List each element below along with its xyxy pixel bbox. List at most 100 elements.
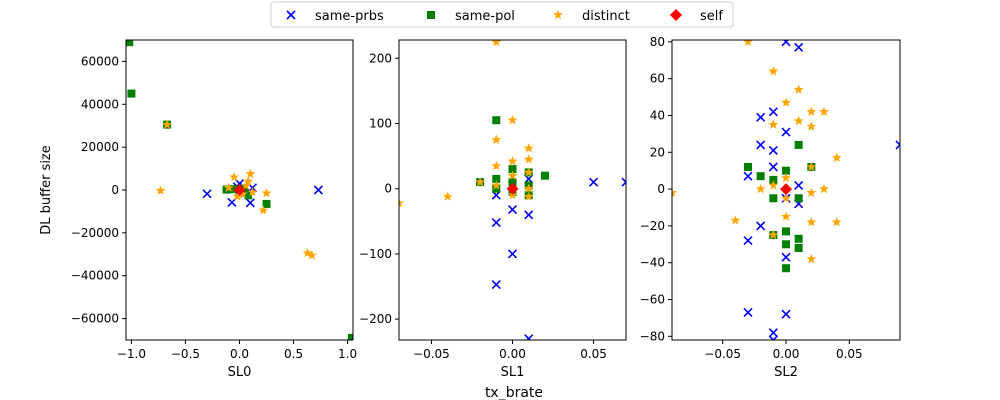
legend-marker-self: [670, 9, 682, 21]
point-same-prbs: [245, 198, 255, 208]
subplot-sl0: −1.0 −0.5 0.0 0.5 1.0 −60000 −40000 −20000 0 2000…: [39, 39, 357, 380]
point-same-prbs: [756, 112, 766, 122]
point-distinct: [768, 66, 779, 76]
point-same-prbs: [768, 162, 778, 172]
x-tick-label: 0.05: [580, 347, 607, 361]
point-same-pol: [540, 171, 549, 180]
point-same-prbs: [507, 249, 518, 259]
point-same-pol: [508, 178, 517, 187]
point-same-pol: [230, 185, 239, 194]
point-distinct: [806, 253, 817, 264]
point-distinct: [475, 176, 486, 187]
point-distinct: [831, 152, 842, 162]
point-distinct: [223, 182, 234, 193]
point-distinct: [806, 121, 817, 131]
point-same-prbs: [743, 236, 753, 246]
y-tick-label: 100: [369, 116, 392, 130]
point-distinct: [232, 191, 243, 201]
point-same-pol: [769, 175, 778, 184]
y-tick-label: −40000: [71, 269, 119, 283]
point-same-prbs: [768, 335, 778, 340]
shared-x-axis-label: tx_brate: [485, 385, 543, 400]
point-distinct: [730, 215, 741, 225]
point-distinct: [237, 189, 248, 199]
point-distinct: [768, 119, 779, 129]
data-points: [672, 40, 900, 340]
point-distinct: [806, 161, 817, 172]
point-same-prbs: [756, 221, 766, 231]
y-tick-label: 0: [657, 182, 665, 196]
point-self: [506, 182, 519, 195]
point-same-prbs: [621, 177, 626, 187]
point-distinct: [793, 84, 804, 94]
point-same-pol: [492, 174, 501, 183]
point-distinct: [442, 191, 453, 201]
point-same-prbs: [313, 185, 323, 195]
y-tick-label: −80: [640, 329, 665, 343]
x-axis-label-sl2: SL2: [774, 365, 798, 380]
y-tick-label: −60: [640, 293, 665, 307]
point-distinct: [768, 180, 779, 190]
point-same-pol: [492, 116, 501, 125]
point-same-prbs: [524, 334, 534, 340]
point-same-pol: [244, 191, 253, 200]
point-distinct: [672, 187, 677, 197]
point-same-prbs: [781, 127, 791, 137]
point-distinct: [491, 160, 502, 171]
point-same-pol: [126, 40, 134, 47]
point-same-prbs: [524, 210, 534, 220]
point-same-pol: [782, 227, 790, 236]
point-same-prbs: [781, 40, 791, 47]
point-same-prbs: [589, 177, 599, 187]
x-tick-label: 0.0: [230, 347, 249, 361]
legend-marker-same-pol: [427, 11, 435, 19]
point-same-pol: [794, 243, 803, 252]
x-tick-label: 0.05: [836, 347, 863, 361]
point-same-pol: [347, 333, 353, 340]
point-distinct: [155, 185, 166, 195]
legend-label-same-prbs: same-prbs: [315, 9, 384, 24]
point-same-pol: [756, 172, 765, 181]
point-distinct: [491, 134, 502, 144]
point-same-prbs: [781, 252, 791, 262]
point-same-prbs: [491, 279, 501, 290]
point-same-pol: [794, 194, 803, 203]
point-distinct: [507, 115, 518, 125]
subplot-sl2: −0.05 0.00 0.05 −80 −60 −40 −20 0 20 40 60 80 SL2: [640, 35, 901, 380]
y-tick-label: 20000: [81, 140, 119, 154]
x-tick-label: 0.5: [284, 347, 303, 361]
point-same-pol: [794, 140, 803, 149]
point-distinct: [241, 180, 251, 190]
point-same-prbs: [794, 42, 804, 52]
point-distinct: [523, 191, 534, 201]
point-distinct: [245, 168, 256, 179]
point-distinct: [806, 106, 817, 116]
x-tick-label: −0.05: [413, 347, 450, 361]
point-distinct: [523, 167, 534, 177]
point-distinct: [831, 217, 842, 227]
point-same-pol: [782, 264, 790, 273]
point-distinct: [162, 119, 173, 129]
y-axis-label: DL buffer size: [39, 145, 54, 235]
x-tick-label: −0.5: [171, 347, 200, 361]
subplot-sl1: −0.05 0.00 0.05 −200 −100 0 100 200 SL1: [359, 39, 627, 380]
point-distinct: [793, 115, 804, 126]
legend-marker-same-prbs: [286, 10, 296, 20]
point-same-prbs: [507, 204, 518, 215]
legend-label-distinct: distinct: [582, 9, 630, 24]
legend-label-same-pol: same-pol: [455, 9, 515, 24]
point-distinct: [781, 97, 791, 107]
point-same-pol: [744, 162, 752, 171]
y-tick-label: 0: [384, 182, 392, 196]
x-tick-label: −0.05: [704, 347, 741, 361]
y-tick-label: −100: [359, 247, 392, 261]
y-tick-label: 0: [111, 183, 119, 197]
point-same-pol: [492, 184, 501, 193]
x-tick-label: 0.00: [499, 347, 526, 361]
point-same-pol: [782, 166, 790, 175]
point-same-prbs: [794, 180, 804, 190]
point-distinct: [258, 205, 269, 215]
point-distinct: [819, 183, 829, 194]
y-tick-label: 200: [369, 51, 392, 65]
